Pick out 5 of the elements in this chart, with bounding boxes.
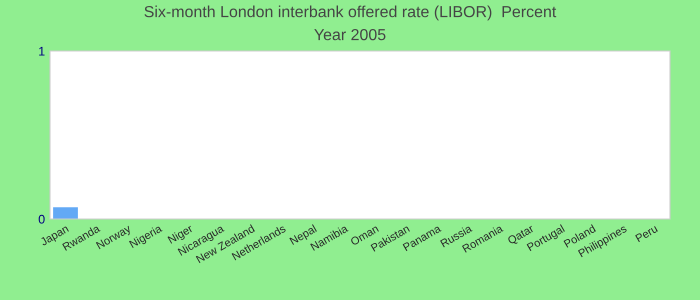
chart-subtitle: Year 2005 (314, 28, 386, 40)
y-tick-label: 0 (38, 214, 45, 224)
y-tick-label: 1 (39, 46, 45, 56)
x-tick-label: Peru (635, 224, 658, 242)
chart-title: Six-month London interbank offered rate (LIBOR) Percent (144, 6, 556, 20)
